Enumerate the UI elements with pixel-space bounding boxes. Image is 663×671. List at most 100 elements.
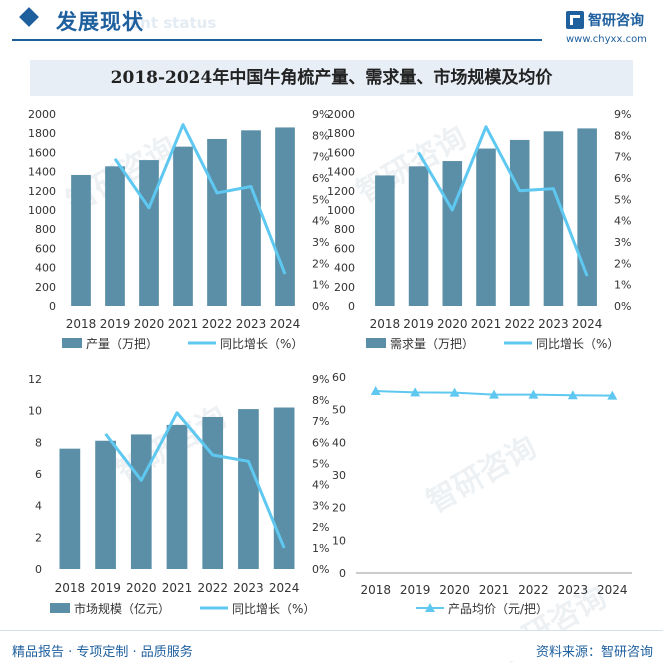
y-right-tick-label: 0% [312, 300, 329, 313]
logo-url: www.chyxx.com [566, 34, 647, 45]
growth-line [417, 125, 589, 277]
y-left-tick-label: 10 [28, 405, 42, 418]
y-left-tick-label: 6 [35, 468, 42, 481]
y-left-tick-label: 2 [35, 531, 42, 544]
x-tick-label: 2020 [134, 317, 165, 331]
logo-icon [566, 11, 584, 29]
x-tick-label: 2022 [518, 583, 549, 597]
y-right-tick-label: 8% [312, 394, 329, 407]
y-left-tick-label: 1400 [28, 166, 56, 179]
brand-logo: 智研咨询 [566, 10, 644, 30]
y-left-tick-label: 0 [348, 300, 355, 313]
x-tick-label: 2021 [162, 581, 193, 595]
bar [442, 161, 463, 306]
y-right-tick-label: 0% [312, 563, 329, 576]
y-left-tick-label: 1800 [327, 127, 355, 140]
bar [202, 417, 224, 569]
y-right-tick-label: 4% [614, 215, 631, 228]
y-left-tick-label: 600 [334, 242, 355, 255]
y-right-tick-label: 8% [614, 129, 631, 142]
y-right-tick-label: 5% [614, 193, 631, 206]
legend-label: 市场规模（亿元） [74, 601, 170, 616]
y-right-tick-label: 3% [614, 236, 631, 249]
y-left-tick-label: 60 [332, 371, 346, 384]
x-tick-label: 2024 [597, 583, 628, 597]
x-tick-label: 2022 [202, 317, 233, 331]
y-left-tick-label: 10 [332, 534, 346, 547]
x-tick-label: 2019 [400, 583, 431, 597]
legend-bar-swatch [62, 338, 82, 348]
price-point [449, 387, 460, 397]
bar [95, 440, 116, 569]
y-left-tick-label: 200 [334, 281, 355, 294]
y-right-tick-label: 8% [312, 129, 329, 142]
legend-label: 产品均价（元/把） [448, 602, 548, 616]
y-right-tick-label: 6% [312, 436, 329, 449]
x-tick-label: 2020 [437, 317, 468, 331]
x-tick-label: 2018 [360, 583, 391, 597]
x-tick-label: 2018 [55, 581, 86, 595]
y-left-tick-label: 2000 [327, 108, 355, 121]
y-left-tick-label: 12 [28, 373, 42, 386]
y-left-tick-label: 1400 [327, 166, 355, 179]
x-tick-label: 2024 [572, 317, 603, 331]
y-left-tick-label: 400 [35, 262, 56, 275]
y-left-tick-label: 1600 [28, 146, 56, 159]
diamond-icon [19, 7, 39, 27]
bar [59, 448, 81, 569]
y-left-tick-label: 30 [332, 469, 346, 482]
x-tick-label: 2020 [126, 581, 157, 595]
bar [509, 139, 530, 306]
bar [275, 127, 295, 306]
y-right-tick-label: 2% [312, 257, 329, 270]
page-header: ent status 发展现状 智研咨询 www.chyxx.com [0, 0, 663, 46]
legend-bar-swatch [366, 338, 386, 348]
y-left-tick-label: 0 [339, 567, 346, 580]
section-title: 发展现状 [56, 10, 144, 34]
footer-slogan: 精品报告 · 专项定制 · 品质服务 [12, 645, 193, 660]
y-right-tick-label: 0% [614, 300, 631, 313]
price-point [567, 390, 578, 400]
bar [139, 160, 159, 306]
y-left-tick-label: 400 [334, 262, 355, 275]
x-tick-label: 2023 [236, 317, 267, 331]
x-tick-label: 2022 [197, 581, 228, 595]
y-left-tick-label: 1800 [28, 127, 56, 140]
y-left-tick-label: 1000 [327, 204, 355, 217]
y-right-tick-label: 9% [312, 373, 329, 386]
bar [166, 424, 188, 569]
legend-label: 需求量（万把） [390, 337, 474, 351]
y-left-tick-label: 800 [35, 223, 56, 236]
x-tick-label: 2021 [168, 317, 199, 331]
legend-label: 产量（万把） [86, 337, 158, 351]
bar [207, 138, 227, 306]
x-tick-label: 2020 [439, 583, 470, 597]
y-left-tick-label: 1200 [28, 185, 56, 198]
legend-marker [425, 603, 435, 612]
bar [241, 130, 261, 306]
y-left-tick-label: 50 [332, 404, 346, 417]
y-right-tick-label: 5% [312, 457, 329, 470]
y-right-tick-label: 4% [312, 479, 329, 492]
y-right-tick-label: 9% [614, 108, 631, 121]
growth-line [113, 123, 287, 275]
legend-bar-swatch [50, 603, 70, 613]
y-right-tick-label: 3% [312, 500, 329, 513]
header-divider [12, 39, 542, 41]
bar [375, 175, 395, 306]
chart-legend: 产品均价（元/把） [416, 602, 548, 616]
x-tick-label: 2019 [90, 581, 121, 595]
y-left-tick-label: 0 [49, 300, 56, 313]
x-tick-label: 2018 [66, 317, 97, 331]
chart-legend: 需求量（万把） 同比增长（%） [366, 337, 619, 351]
x-tick-label: 2023 [558, 583, 589, 597]
price-point [528, 389, 539, 399]
chart-legend: 产量（万把） 同比增长（%） [62, 337, 303, 351]
y-left-tick-label: 0 [35, 563, 42, 576]
y-right-tick-label: 5% [312, 193, 329, 206]
price-point [410, 387, 421, 397]
y-left-tick-label: 4 [35, 500, 42, 513]
legend-label: 同比增长（%） [232, 602, 315, 616]
legend-label: 同比增长（%） [220, 337, 303, 351]
y-right-tick-label: 2% [614, 257, 631, 270]
